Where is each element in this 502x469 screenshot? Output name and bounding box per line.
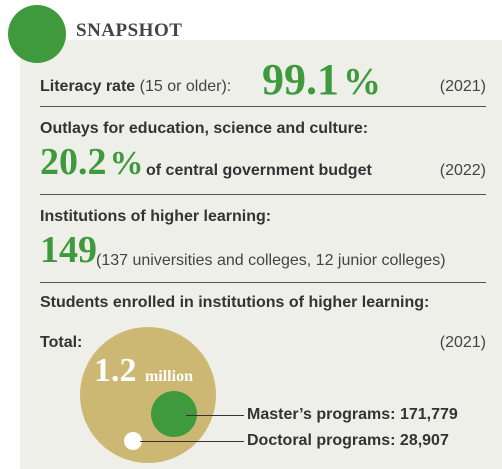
divider [40, 194, 486, 195]
outlays-unit: % [109, 145, 144, 182]
students-year: (2021) [439, 334, 486, 351]
students-total-label: Total: [40, 334, 83, 351]
literacy-unit: % [343, 61, 381, 103]
literacy-qualifier: (15 or older): [139, 78, 232, 95]
total-students-circle [80, 327, 216, 463]
doctoral-label: Doctoral programs: 28,907 [247, 432, 449, 449]
literacy-label: Literacy rate [40, 78, 136, 95]
institutions-row: Institutions of higher learning: 149 (13… [40, 204, 486, 276]
literacy-value: 99.1 [262, 55, 339, 104]
institutions-detail: (137 universities and colleges, 12 junio… [96, 252, 446, 269]
doctoral-circle [124, 432, 142, 450]
literacy-year: (2021) [439, 78, 486, 95]
institutions-value: 149 [40, 229, 97, 271]
outlays-suffix: of central government budget [146, 162, 372, 179]
divider [40, 106, 486, 107]
page-title: SNAPSHOT [76, 20, 183, 41]
snapshot-badge-icon [8, 5, 66, 63]
outlays-label: Outlays for education, science and cultu… [40, 120, 369, 137]
students-label: Students enrolled in institutions of hig… [40, 294, 430, 311]
masters-label: Master’s programs: 171,779 [247, 406, 458, 423]
institutions-label: Institutions of higher learning: [40, 208, 272, 225]
total-students-unit: million [144, 368, 193, 385]
total-students-value: 1.2 [94, 352, 137, 389]
doctoral-leader-line [140, 441, 244, 442]
outlays-row: Outlays for education, science and cultu… [40, 118, 486, 190]
outlays-value: 20.2 [40, 141, 107, 183]
divider [40, 282, 486, 283]
literacy-row: Literacy rate (15 or older): 99.1% (2021… [40, 55, 486, 104]
outlays-year: (2022) [439, 162, 486, 179]
masters-leader-line [186, 415, 244, 416]
masters-circle [151, 391, 197, 437]
